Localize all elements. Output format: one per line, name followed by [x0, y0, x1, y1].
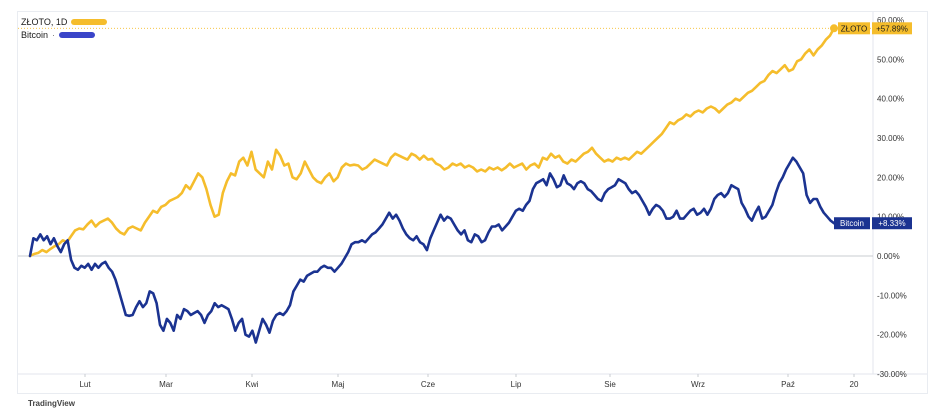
y-tick-label: 60.00% — [877, 16, 904, 25]
legend-item-gold[interactable]: ZŁOTO, 1D — [21, 17, 108, 27]
series-name-label-bitcoin: Bitcoin — [840, 219, 864, 228]
y-tick-label: 40.00% — [877, 95, 904, 104]
x-tick-label: Wrz — [691, 380, 705, 389]
series-name-label-gold: ZŁOTO — [841, 24, 868, 33]
y-tick-label: 20.00% — [877, 173, 904, 182]
y-tick-label: -10.00% — [877, 291, 907, 300]
series-value-label-gold: +57.89% — [876, 24, 908, 33]
series-name-tag-gold — [838, 22, 870, 35]
series-value-label-bitcoin: +8.33% — [878, 219, 905, 228]
x-tick-label: Lip — [511, 380, 522, 389]
y-tick-label: 50.00% — [877, 55, 904, 64]
x-tick-label: 20 — [850, 380, 859, 389]
last-point-marker-gold — [830, 24, 838, 33]
series-name-tag-bitcoin — [834, 217, 870, 230]
y-tick-label: 0.00% — [877, 252, 900, 261]
y-tick-label: -30.00% — [877, 370, 907, 379]
x-tick-label: Lut — [79, 380, 91, 389]
y-tick-label: 10.00% — [877, 213, 904, 222]
x-tick-label: Cze — [421, 380, 436, 389]
chart-frame: 60.00% 50.00% 40.00% 30.00% 20.00% 10.00% 0.00… — [17, 11, 928, 394]
chart-canvas[interactable]: 60.00% 50.00% 40.00% 30.00% 20.00% 10.00% 0.00… — [18, 12, 927, 393]
legend-item-bitcoin[interactable]: Bitcoin · — [21, 30, 96, 40]
series-value-tag-gold — [872, 22, 912, 35]
x-tick-label: Mar — [159, 380, 173, 389]
legend-label-gold: ZŁOTO, 1D — [21, 17, 68, 27]
y-tick-label: -20.00% — [877, 331, 907, 340]
legend-dot-bitcoin: · — [52, 30, 56, 40]
x-tick-label: Kwi — [246, 380, 259, 389]
x-tick-label: Maj — [332, 380, 345, 389]
series-line-bitcoin — [28, 156, 836, 344]
legend-swatch-gold — [71, 19, 108, 25]
x-tick-label: Paź — [781, 380, 795, 389]
series-value-tag-bitcoin — [872, 217, 912, 230]
x-tick-label: Sie — [604, 380, 616, 389]
legend-swatch-bitcoin — [59, 32, 96, 38]
series-line-gold — [28, 27, 836, 258]
legend-label-bitcoin: Bitcoin — [21, 30, 49, 40]
y-tick-label: 30.00% — [877, 134, 904, 143]
tradingview-logo[interactable]: TradingView — [28, 399, 75, 408]
